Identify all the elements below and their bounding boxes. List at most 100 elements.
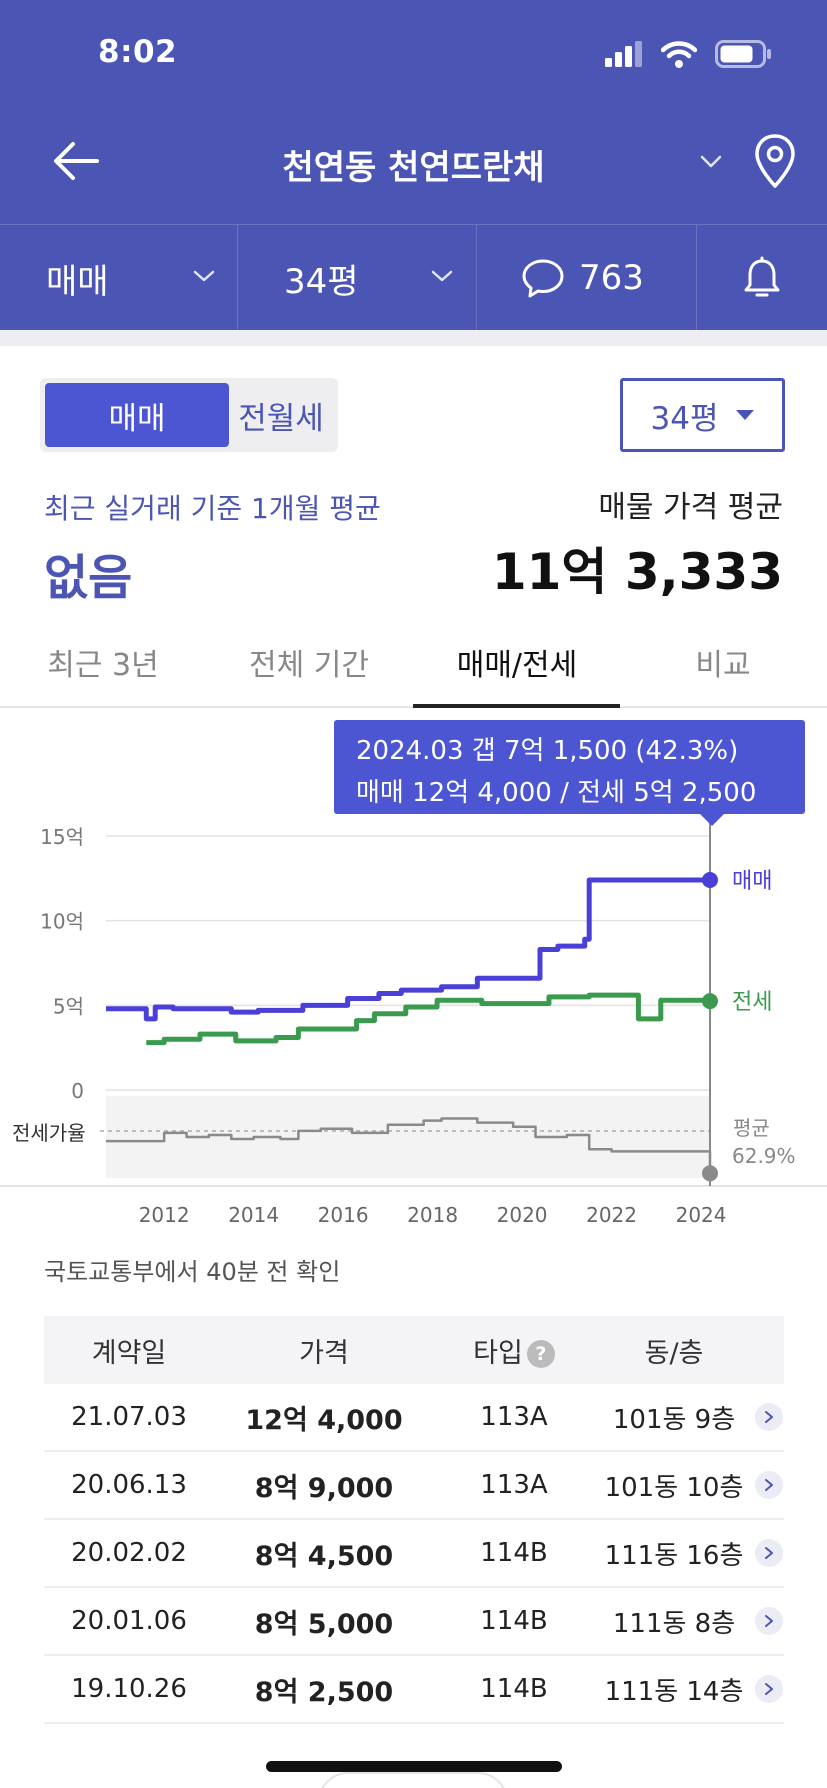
trade-type-filter[interactable]: 매매 [0,225,238,331]
chevron-right-icon [765,1479,773,1491]
location-button[interactable] [750,132,800,192]
legend-rent: 전세 [732,990,772,1015]
title-dropdown-button[interactable] [696,146,726,176]
notification-button[interactable] [697,225,827,331]
nav-bar: 천연동 천연뜨란채 [0,122,827,202]
battery-icon [715,40,771,68]
price-chart-svg: 15억 10억 5억 0 2012 2014 2016 2018 2020 2022 2024 매매전… [0,820,827,1227]
speech-bubble-icon [522,259,564,298]
row-price: 12억 4,000 [245,1404,403,1436]
rent-point [702,993,718,1010]
row-price: 8억 9,000 [254,1472,394,1504]
size-filter-label: 34평 [284,261,359,302]
back-button[interactable] [48,136,104,186]
y-tick-label: 0 [71,1079,84,1103]
status-bar: 8:02 [0,0,827,110]
tab-all-period[interactable]: 전체 기간 [249,648,369,683]
x-tick-label: 2024 [676,1203,727,1227]
x-tick-label: 2018 [407,1203,458,1227]
tab-compare[interactable]: 비교 [695,648,751,683]
row-unit: 111동 8층 [612,1608,736,1639]
table-row[interactable]: 20.02.02 8억 4,500 114B 111동 16층 [44,1520,784,1588]
toggle-sale[interactable]: 매매 [45,383,229,447]
transaction-table: 계약일 가격 타입? 동/층 21.07.03 12억 4,000 113A 101동… [44,1316,784,1724]
tab-recent-3y[interactable]: 최근 3년 [47,648,159,683]
section-divider [0,330,827,346]
col-unit-header: 동/층 [644,1337,704,1369]
row-type: 114B [480,1606,548,1636]
series-line-ratio [106,1117,712,1174]
status-time: 8:02 [98,34,178,70]
x-tick-label: 2016 [318,1203,369,1227]
x-tick-label: 2020 [497,1203,548,1227]
row-detail-button[interactable] [755,1403,783,1431]
active-tab-indicator [413,704,620,708]
row-type: 113A [480,1470,548,1500]
chevron-right-icon [765,1615,773,1627]
table-row[interactable]: 19.10.26 8억 2,500 114B 111동 14층 [44,1656,784,1724]
row-price: 8억 2,500 [254,1676,394,1708]
period-tabs: 최근 3년 전체 기간 매매/전세 비교 [0,620,827,708]
sale-point [702,872,718,889]
chevron-right-icon [765,1547,773,1559]
ratio-average-label: 평균 [733,1116,770,1140]
size-filter[interactable]: 34평 [238,225,477,331]
ratio-average-value: 62.9% [732,1144,796,1168]
table-header: 계약일 가격 타입? 동/층 [44,1316,784,1384]
col-type-label: 타입 [473,1337,523,1369]
toggle-rent[interactable]: 전월세 [238,400,324,437]
chevron-right-icon [765,1683,773,1695]
trade-type-label: 매매 [46,261,109,302]
table-row[interactable]: 21.07.03 12억 4,000 113A 101동 9층 [44,1384,784,1452]
chevron-down-icon [431,270,453,282]
listing-avg-label: 매물 가격 평균 [598,490,783,525]
trade-toggle: 매매 전월세 [40,378,338,452]
home-indicator [266,1761,562,1772]
row-date: 21.07.03 [71,1402,187,1432]
table-row[interactable]: 20.06.13 8억 9,000 113A 101동 10층 [44,1452,784,1520]
y-tick-label: 10억 [40,910,84,934]
listing-avg-value: 11억 3,333 [491,543,783,601]
comment-count: 763 [579,258,644,298]
legend-sale: 매매 [732,869,772,894]
series-line-rent [146,992,713,1046]
row-unit: 111동 16층 [604,1540,744,1571]
tab-sale-rent[interactable]: 매매/전세 [456,648,578,683]
arrow-left-icon [54,142,99,180]
y-tick-label: 5억 [53,994,84,1018]
row-detail-button[interactable] [755,1675,783,1703]
row-detail-button[interactable] [755,1539,783,1567]
bell-icon [744,256,780,297]
row-unit: 101동 9층 [612,1404,736,1435]
row-date: 20.02.02 [71,1538,187,1568]
row-detail-button[interactable] [755,1607,783,1635]
col-date-header: 계약일 [91,1337,167,1369]
size-select[interactable]: 34평 [620,378,785,452]
complex-title[interactable]: 천연동 천연뜨란채 [282,148,545,188]
app-header: 8:02 천연동 천연뜨란채 [0,0,827,331]
chevron-down-icon [700,155,722,168]
comments-button[interactable]: 763 [477,225,697,331]
row-price: 8억 5,000 [254,1608,394,1640]
caret-down-icon [736,410,755,420]
col-price-header: 가격 [299,1337,349,1369]
chart-tooltip: 2024.03 갭 7억 1,500 (42.3%) 매매 12억 4,000 … [334,720,805,814]
x-tick-label: 2022 [586,1203,637,1227]
price-chart[interactable]: 15억 10억 5억 0 2012 2014 2016 2018 2020 2022 2024 매매 전… [0,708,827,1228]
tooltip-line-2: 매매 12억 4,000 / 전세 5억 2,500 [356,778,757,808]
table-row[interactable]: 20.01.06 8억 5,000 114B 111동 8층 [44,1588,784,1656]
help-icon[interactable]: ? [526,1340,555,1368]
wifi-icon [661,41,697,68]
row-detail-button[interactable] [755,1471,783,1499]
chevron-right-icon [765,1411,773,1423]
size-select-value: 34평 [650,400,719,437]
chevron-down-icon [193,270,215,282]
row-date: 20.06.13 [71,1470,187,1500]
ratio-point [702,1165,718,1182]
recent-trade-label: 최근 실거래 기준 1개월 평균 [44,492,381,525]
row-price: 8억 4,500 [254,1540,394,1572]
x-tick-label: 2014 [228,1203,279,1227]
recent-trade-value: 없음 [44,550,133,606]
row-date: 20.01.06 [71,1606,187,1636]
more-button[interactable] [318,1772,508,1788]
